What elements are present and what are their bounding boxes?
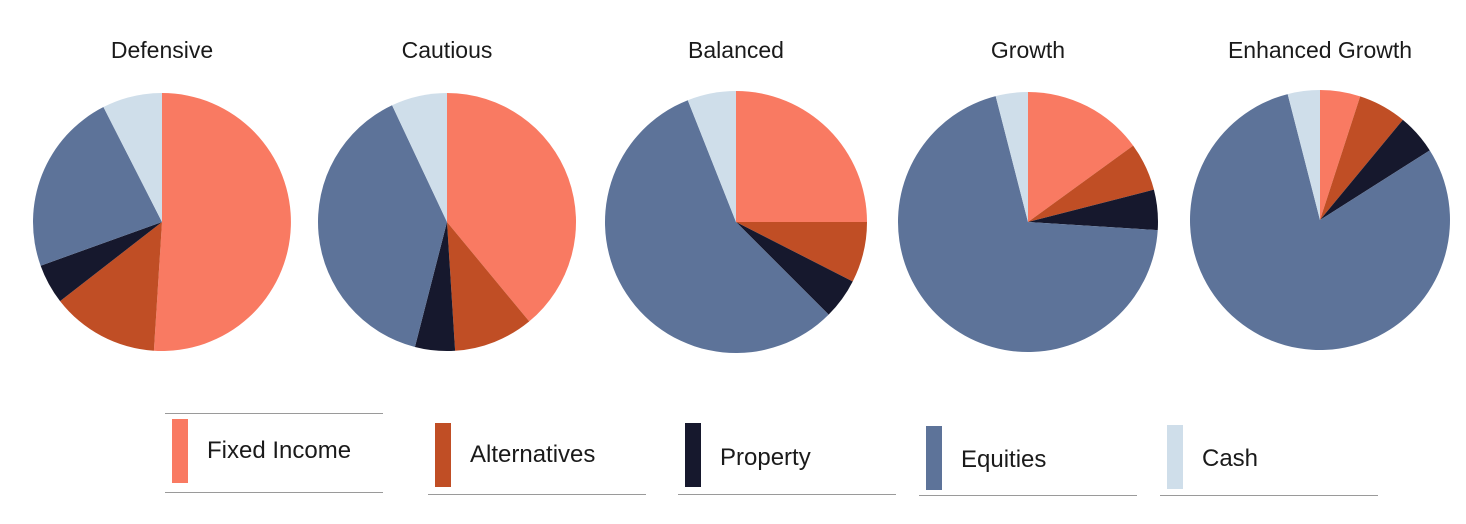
pie-title-cautious: Cautious — [402, 37, 493, 63]
pie-slice-defensive-alternatives — [60, 222, 162, 351]
pie-slice-balanced-equities — [604, 100, 829, 354]
pie-enhanced-growth — [1189, 90, 1450, 350]
legend-swatch-alternatives — [435, 423, 451, 487]
legend-rule — [1160, 413, 1378, 414]
pie-slice-growth-fixed-income — [1028, 92, 1134, 222]
pie-title-balanced: Balanced — [688, 37, 784, 63]
legend-label-property: Property — [720, 444, 811, 471]
pie-balanced — [604, 91, 867, 354]
pie-slice-cautious-property — [414, 222, 456, 352]
pie-title-defensive: Defensive — [111, 37, 213, 63]
pie-growth — [897, 92, 1158, 352]
pie-slice-growth-equities — [897, 96, 1158, 352]
legend-swatch-cash — [1167, 425, 1183, 489]
legend-rule — [678, 494, 896, 495]
pie-slice-balanced-property — [736, 222, 853, 315]
pie-charts: Defensive Cautious Balanced Growth Enhanced … — [33, 37, 1450, 354]
pie-slice-defensive-fixed-income — [153, 93, 291, 351]
pie-slice-growth-property — [1028, 189, 1158, 231]
pie-slice-enhanced-growth-fixed-income — [1320, 90, 1361, 220]
pie-slice-enhanced-growth-alternatives — [1320, 96, 1403, 220]
pie-slice-defensive-cash — [103, 93, 162, 222]
pie-slice-cautious-fixed-income — [447, 93, 577, 322]
legend-rule — [428, 413, 646, 414]
pie-slice-enhanced-growth-equities — [1189, 94, 1450, 350]
pie-title-enhanced-growth: Enhanced Growth — [1228, 37, 1412, 63]
legend-rule — [678, 413, 896, 414]
pie-cautious — [317, 93, 577, 352]
pie-slice-enhanced-growth-cash — [1287, 90, 1320, 220]
pie-slice-cautious-alternatives — [447, 222, 530, 351]
legend-rule — [1160, 495, 1378, 496]
legend-rule — [428, 494, 646, 495]
legend-rule — [919, 413, 1137, 414]
legend-rule — [919, 495, 1137, 496]
pie-slice-defensive-equities — [33, 107, 162, 266]
pie-slice-balanced-alternatives — [736, 222, 867, 282]
legend-swatch-property — [685, 423, 701, 487]
legend-swatch-equities — [926, 426, 942, 490]
pie-slice-defensive-property — [40, 222, 162, 302]
pie-slice-growth-alternatives — [1028, 145, 1154, 222]
pie-slice-cautious-equities — [317, 105, 447, 347]
legend-label-alternatives: Alternatives — [470, 441, 596, 468]
pie-defensive — [33, 93, 291, 351]
pie-slice-balanced-fixed-income — [736, 91, 867, 222]
legend-label-equities: Equities — [961, 446, 1047, 473]
pie-slice-balanced-cash — [687, 91, 736, 222]
legend-label-cash: Cash — [1202, 445, 1259, 472]
pie-title-growth: Growth — [991, 37, 1065, 63]
legend-rule — [165, 492, 383, 493]
pie-slice-cautious-cash — [392, 93, 447, 222]
legend-label-fixed-income: Fixed Income — [207, 437, 352, 464]
legend-rule — [165, 413, 383, 414]
pie-slice-enhanced-growth-property — [1320, 119, 1430, 220]
legend-swatch-fixed-income — [172, 419, 188, 483]
pie-slice-growth-cash — [995, 92, 1028, 222]
